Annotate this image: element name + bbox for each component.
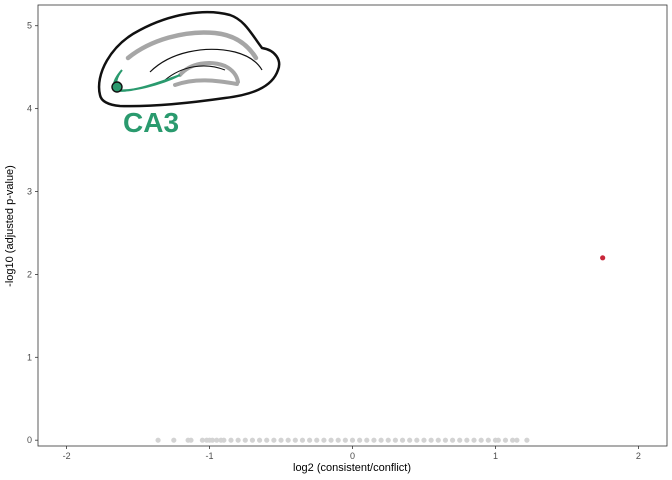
data-point [171,437,177,443]
data-point [299,437,306,443]
data-point [285,437,291,443]
data-point [378,437,384,443]
x-tick-label: 2 [636,451,641,461]
data-point [364,437,370,443]
data-point [478,437,484,443]
x-tick-label: 0 [350,451,355,461]
data-point [228,437,234,443]
data-point [278,437,284,443]
data-point [242,437,248,443]
data-point [235,437,241,443]
y-tick-label: 2 [27,269,32,279]
data-point [471,437,477,443]
data-point [399,437,406,443]
data-point [264,437,270,443]
data-point [502,437,509,443]
data-point [256,437,263,443]
y-axis-ticks: 0 1 2 3 4 5 [27,21,38,445]
hippocampus-icon [97,10,281,108]
data-point [414,437,420,443]
data-point [221,437,227,443]
data-point [464,437,470,443]
data-point [209,437,216,443]
x-tick-label: -2 [63,451,71,461]
data-point [314,437,320,443]
x-axis-title: log2 (consistent/conflict) [293,462,411,474]
data-point [307,437,313,443]
data-point [392,437,398,443]
data-point [421,437,427,443]
data-point [357,437,363,443]
data-point [385,437,391,443]
y-tick-label: 0 [27,435,32,445]
data-point [249,437,256,443]
data-point [292,437,298,443]
data-point [155,437,161,443]
data-point [457,437,463,443]
data-point [435,437,441,443]
data-point [271,437,277,443]
data-point [514,437,520,443]
data-point [349,437,356,443]
data-point [485,437,491,443]
y-tick-label: 4 [27,104,32,114]
x-tick-label: -1 [206,451,214,461]
x-axis-ticks: -2 -1 0 1 2 [63,446,641,461]
y-tick-label: 5 [27,21,32,31]
data-point [407,437,413,443]
data-point [524,437,530,443]
data-point [321,437,327,443]
y-tick-label: 1 [27,352,32,362]
data-point [371,437,377,443]
x-tick-label: 1 [493,451,498,461]
y-tick-label: 3 [27,187,32,197]
data-point [510,437,516,443]
significant-point [600,255,606,261]
data-point [199,437,205,443]
data-point [495,437,501,443]
data-point [188,437,194,443]
data-points [155,255,606,443]
data-point [328,437,334,443]
data-point [335,437,341,443]
inset-label: CA3 [123,107,179,138]
data-point [214,437,220,443]
data-point [442,437,449,443]
data-point [449,437,456,443]
data-point [342,437,348,443]
y-axis-title: -log10 (adjusted p-value) [4,165,16,287]
data-point [428,437,434,443]
